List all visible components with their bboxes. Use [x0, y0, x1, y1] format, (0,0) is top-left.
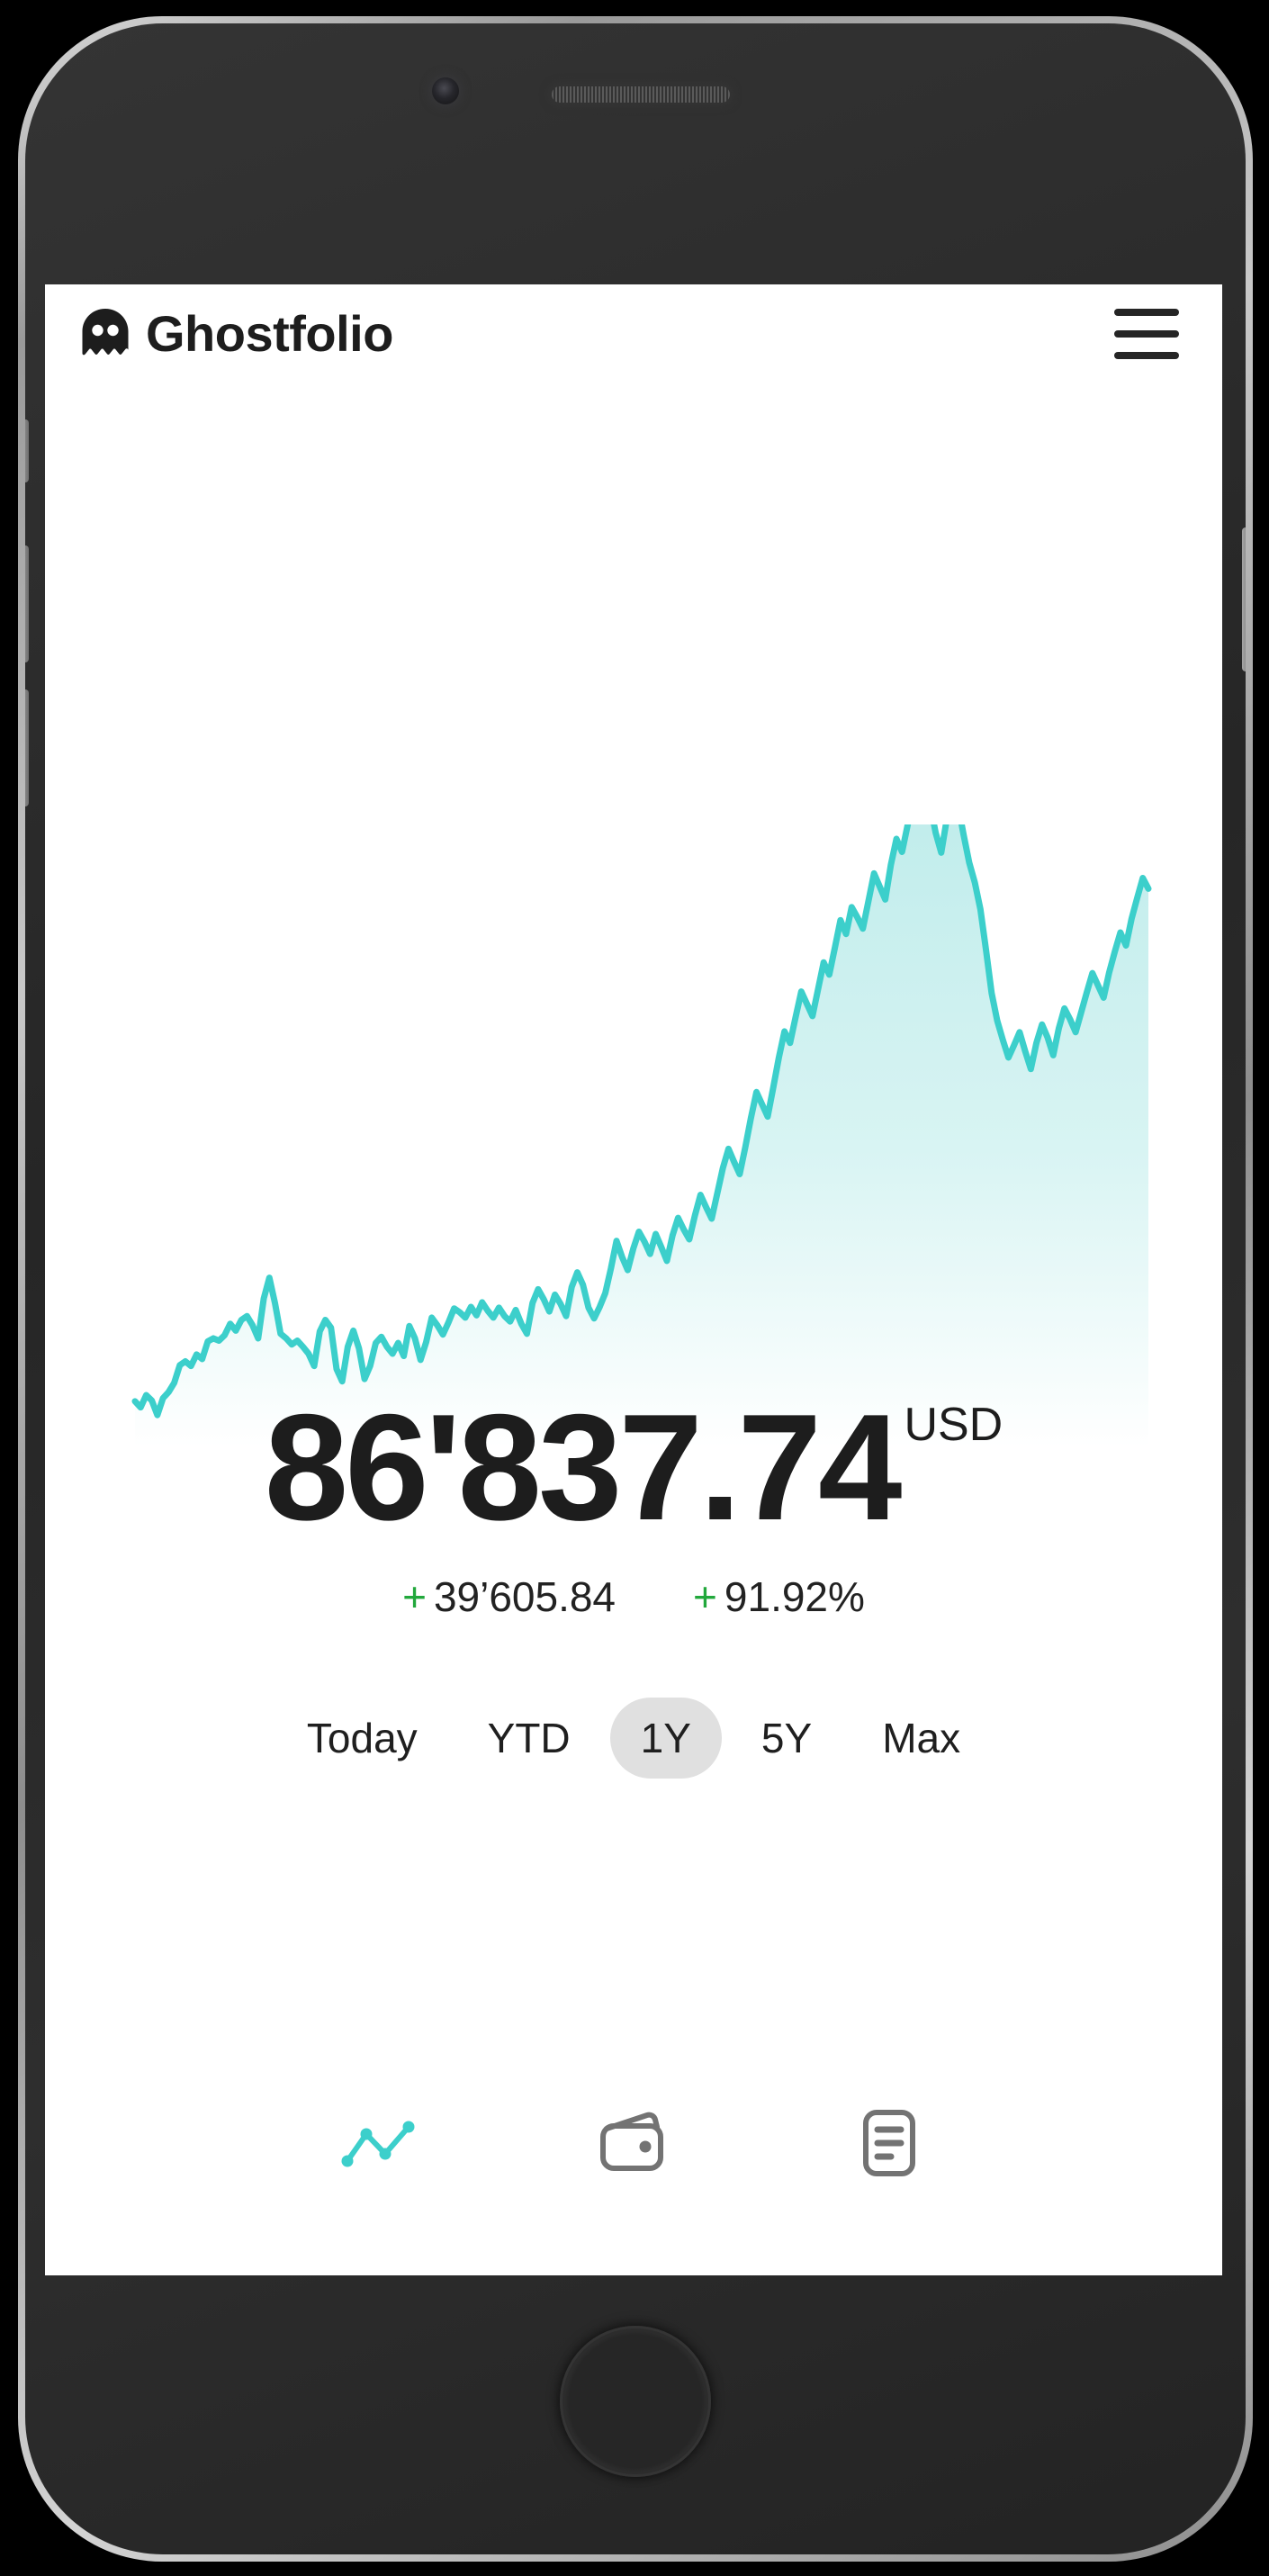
- nav-item-portfolio[interactable]: [580, 2094, 688, 2193]
- portfolio-value-block: 86'837.74 USD +39’605.84 +91.92%: [45, 1383, 1222, 1621]
- date-range-tabs: Today YTD 1Y 5Y Max: [45, 1698, 1222, 1779]
- hamburger-menu-icon[interactable]: [1098, 298, 1179, 370]
- power-button[interactable]: [1242, 527, 1246, 671]
- percent-change-sign: +: [693, 1572, 717, 1620]
- chart-area-fill: [135, 824, 1148, 1447]
- date-range-tab-today[interactable]: Today: [276, 1698, 448, 1779]
- silent-switch-button[interactable]: [25, 419, 29, 482]
- volume-down-button[interactable]: [25, 689, 29, 806]
- percent-change-value: 91.92%: [724, 1572, 865, 1620]
- portfolio-value-row: 86'837.74 USD: [45, 1383, 1222, 1552]
- menu-bar-2: [1114, 330, 1179, 338]
- percent-change: +91.92%: [693, 1572, 865, 1621]
- portfolio-performance-chart[interactable]: [45, 824, 1222, 1455]
- bottom-navigation: [45, 2094, 1222, 2193]
- menu-bar-1: [1114, 309, 1179, 316]
- home-button[interactable]: [560, 2326, 711, 2477]
- menu-bar-3: [1114, 352, 1179, 359]
- portfolio-value: 86'837.74: [264, 1383, 903, 1552]
- date-range-tab-5y[interactable]: 5Y: [731, 1698, 842, 1779]
- earpiece-speaker-icon: [552, 86, 730, 103]
- chart-line: [131, 824, 1152, 1419]
- date-range-tab-max[interactable]: Max: [851, 1698, 991, 1779]
- phone-body: Ghostfolio: [25, 23, 1246, 2554]
- wallet-icon: [600, 2112, 663, 2171]
- brand-name: Ghostfolio: [146, 305, 393, 362]
- phone-device-frame: Ghostfolio: [18, 16, 1253, 2562]
- ghost-logo-icon: [82, 309, 129, 356]
- portfolio-currency: USD: [904, 1399, 1004, 1451]
- app-header: Ghostfolio: [45, 284, 1222, 383]
- line-chart-icon: [341, 2121, 415, 2167]
- phone-screen: Ghostfolio: [45, 284, 1222, 2275]
- absolute-change-value: 39’605.84: [433, 1572, 616, 1620]
- nav-item-accounts[interactable]: [835, 2094, 943, 2193]
- performance-row: +39’605.84 +91.92%: [45, 1572, 1222, 1621]
- volume-up-button[interactable]: [25, 545, 29, 662]
- front-camera-icon: [432, 77, 459, 104]
- nav-item-overview[interactable]: [324, 2094, 432, 2193]
- document-icon: [863, 2110, 915, 2176]
- absolute-change: +39’605.84: [402, 1572, 616, 1621]
- absolute-change-sign: +: [402, 1572, 427, 1620]
- portfolio-chart-container[interactable]: [45, 824, 1222, 1455]
- date-range-tab-1y[interactable]: 1Y: [609, 1698, 722, 1779]
- brand[interactable]: Ghostfolio: [81, 309, 393, 359]
- date-range-tab-ytd[interactable]: YTD: [457, 1698, 601, 1779]
